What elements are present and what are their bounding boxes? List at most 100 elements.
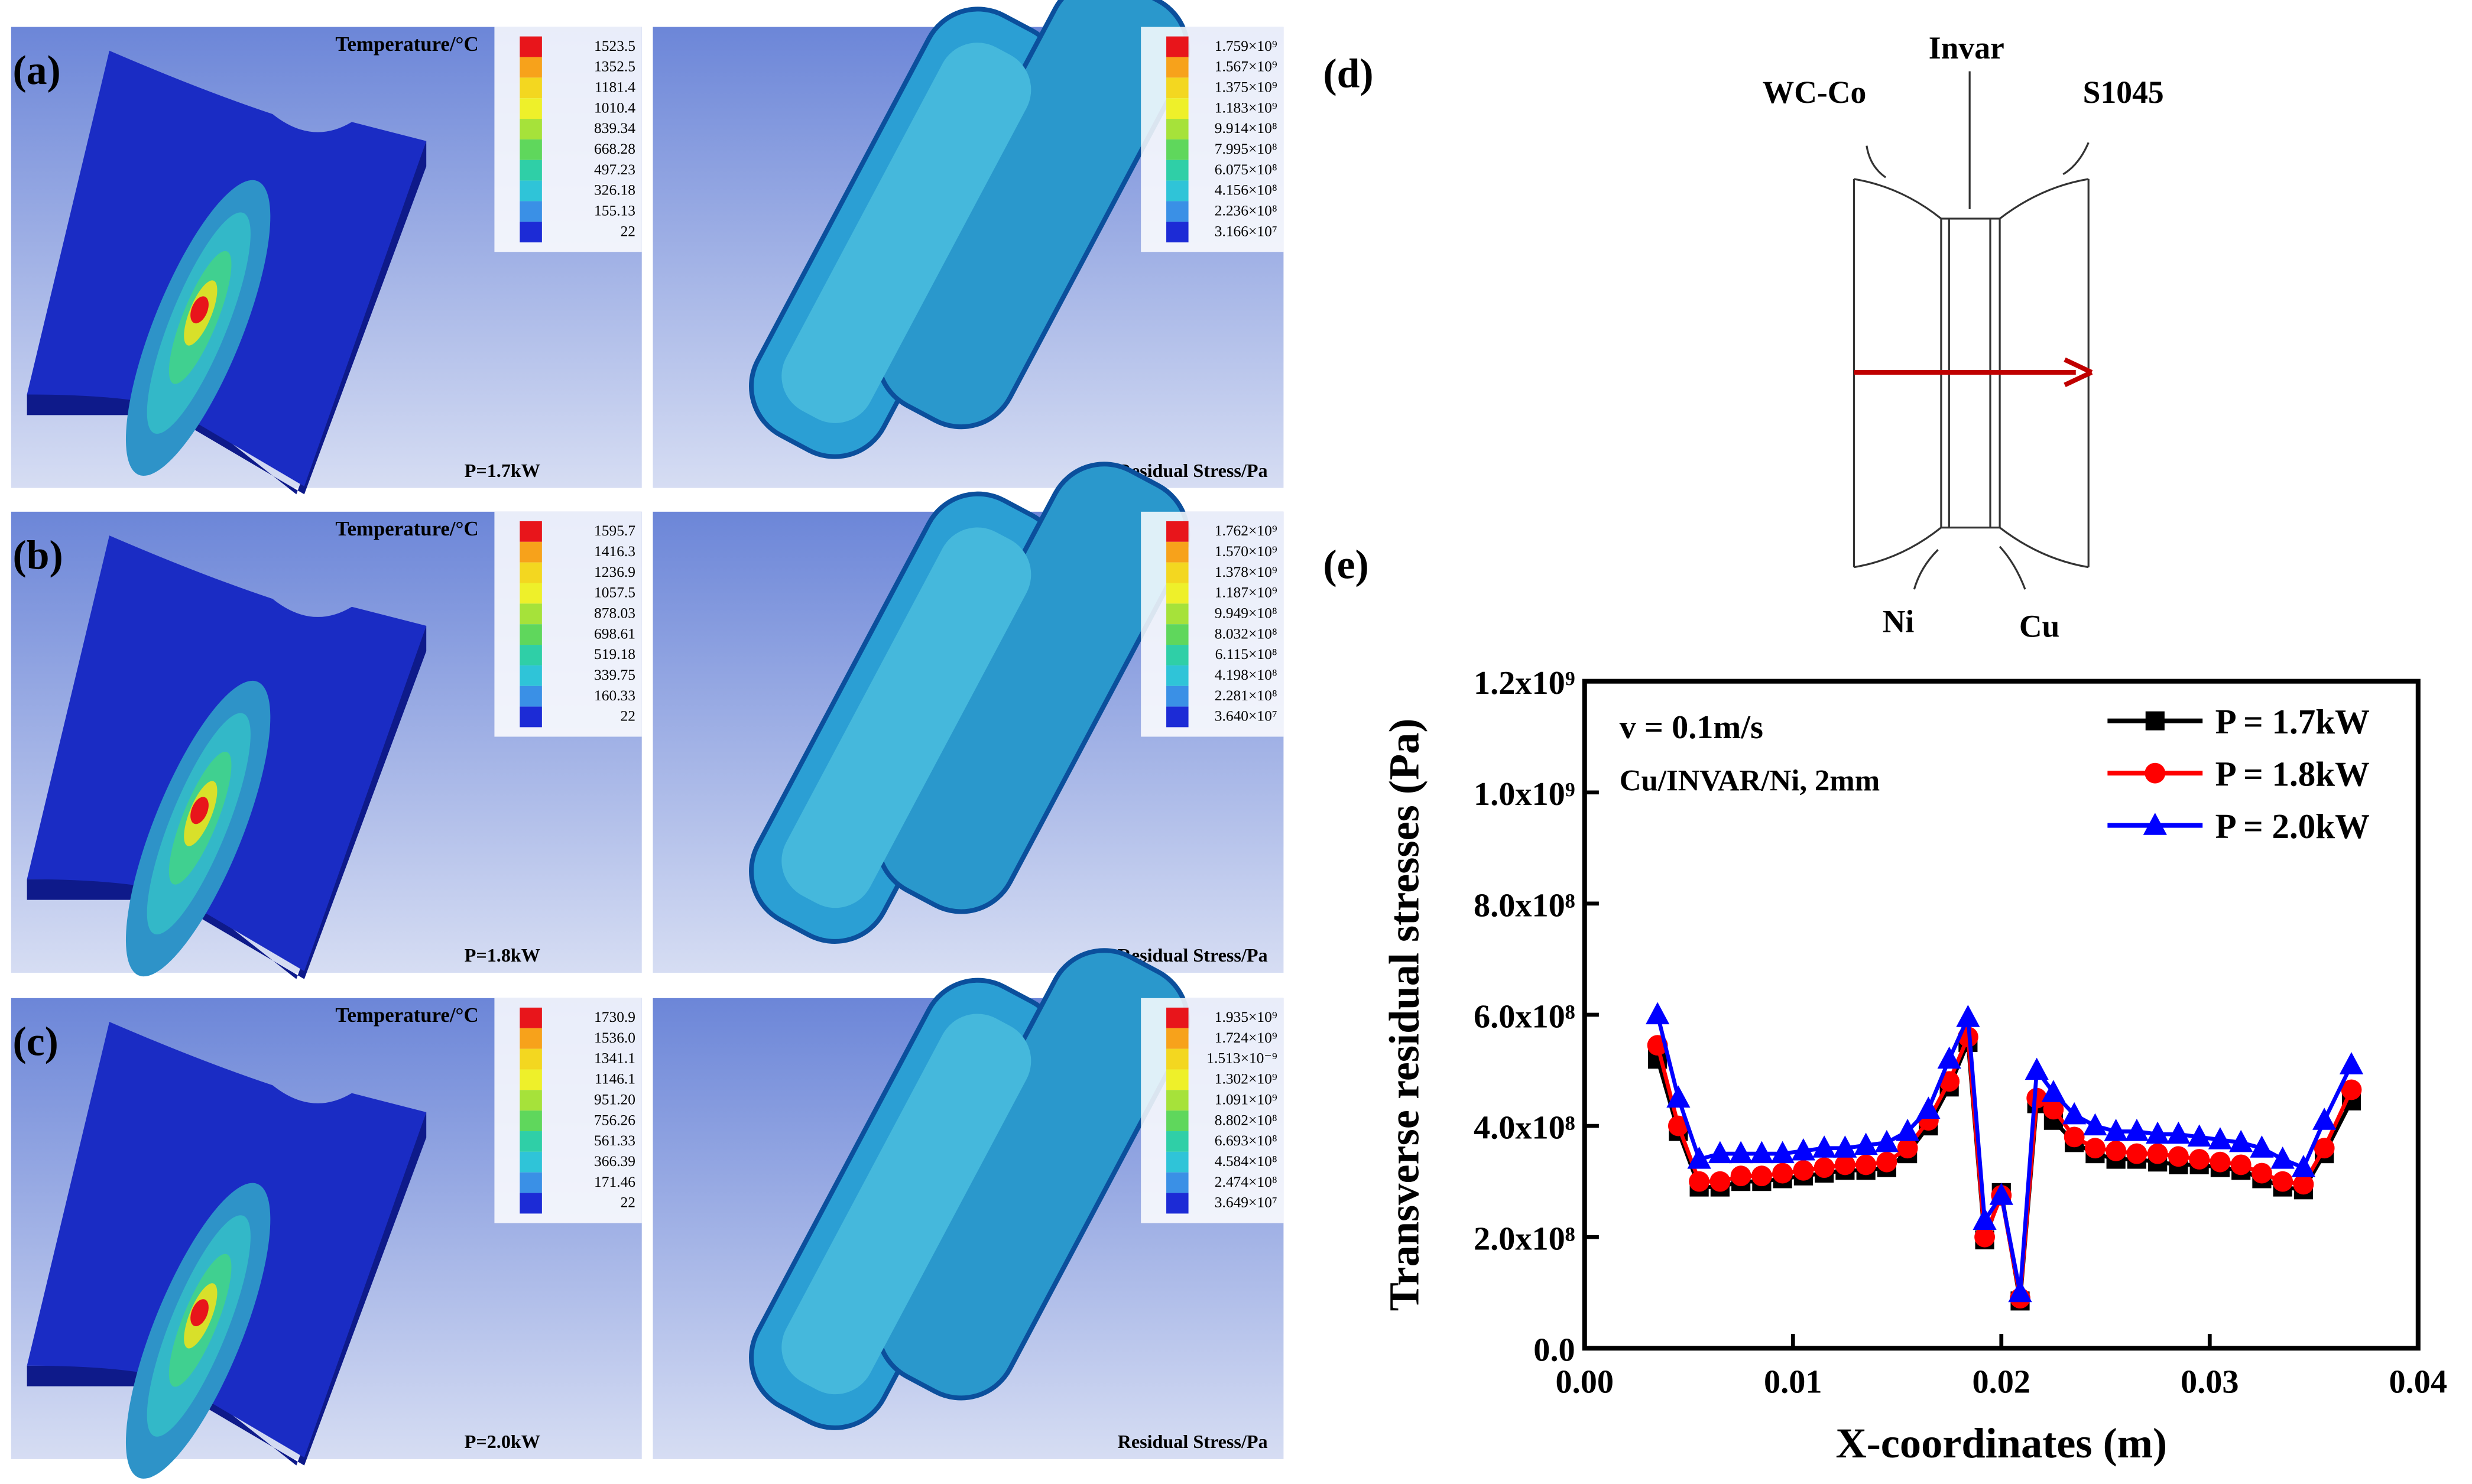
colorbar-swatch [520, 706, 542, 728]
marker [1956, 1005, 1980, 1027]
colorbar-level: 1595.7 [594, 522, 635, 539]
colorbar-swatch [1166, 1007, 1189, 1028]
marker [2189, 1149, 2210, 1170]
colorbar-swatch [520, 1151, 542, 1173]
contour-title: Residual Stress/Pa [1118, 1431, 1268, 1452]
colorbar-level: 519.18 [594, 645, 635, 663]
y-tick-label: 1.0x10⁹ [1474, 776, 1575, 813]
heat-zone [190, 296, 209, 324]
colorbar-box [1141, 998, 1284, 1223]
colorbar-level: 4.198×10⁸ [1215, 666, 1277, 683]
colorbar-level: 1010.4 [594, 99, 635, 116]
marker [1937, 1046, 1961, 1069]
marker [1729, 1141, 1753, 1164]
plate-edge [27, 625, 427, 979]
colorbar-swatch [1166, 603, 1189, 625]
colorbar-level: 3.649×10⁷ [1215, 1194, 1277, 1211]
colorbar-level: 22 [621, 222, 635, 239]
marker [2062, 1102, 2087, 1125]
colorbar-level: 1.378×10⁹ [1215, 563, 1277, 580]
colorbar-swatch [520, 645, 542, 665]
marker [1834, 1154, 1855, 1175]
colorbar-level: 6.115×10⁸ [1215, 645, 1277, 663]
marker [1730, 1165, 1751, 1187]
colorbar-level: 1.183×10⁹ [1215, 99, 1277, 116]
x-tick-label: 0.04 [2389, 1363, 2448, 1400]
marker [2251, 1162, 2272, 1184]
slab-inner [781, 43, 1031, 423]
marker [2126, 1143, 2147, 1164]
colorbar-level: 1.570×10⁹ [1215, 543, 1277, 560]
marker [2025, 1057, 2049, 1080]
colorbar-level: 1.091×10⁹ [1215, 1090, 1277, 1108]
marker [2146, 1121, 2170, 1144]
heat-zone [190, 797, 209, 824]
marker [1974, 1226, 1995, 1248]
colorbar-swatch [1166, 57, 1189, 78]
marker [2106, 1140, 2127, 1161]
colorbar-swatch [520, 1069, 542, 1090]
colorbar-swatch [1166, 1069, 1189, 1090]
colorbar-swatch [1166, 222, 1189, 243]
colorbar-box [494, 998, 642, 1223]
marker [1855, 1154, 1877, 1175]
colorbar-swatch [520, 139, 542, 160]
colorbar-level: 22 [621, 1194, 635, 1211]
colorbar-swatch [1166, 665, 1189, 686]
y-tick-label: 6.0x10⁸ [1474, 998, 1575, 1035]
material-label: Ni [1883, 604, 1915, 639]
colorbar-level: 839.34 [594, 119, 635, 137]
colorbar-swatch [520, 1131, 542, 1152]
legend-marker [2145, 711, 2165, 730]
colorbar-swatch [1166, 1193, 1189, 1214]
colorbar-swatch [1166, 706, 1189, 728]
colorbar-level: 4.584×10⁸ [1215, 1152, 1277, 1170]
colorbar-level: 9.949×10⁸ [1215, 604, 1277, 621]
marker [1772, 1162, 1793, 1184]
marker [2043, 1099, 2064, 1120]
colorbar-swatch [1166, 36, 1189, 57]
marker [2270, 1147, 2295, 1169]
colorbar-level: 155.13 [594, 202, 635, 219]
colorbar-level: 1.187×10⁹ [1215, 584, 1277, 601]
material-label: Invar [1929, 30, 2004, 66]
marker [1916, 1096, 1941, 1119]
marker [2291, 1155, 2316, 1177]
marker [2293, 1174, 2314, 1195]
colorbar-level: 3.166×10⁷ [1215, 222, 1277, 239]
marker [1812, 1135, 1837, 1158]
colorbar-swatch [520, 1048, 542, 1070]
colorbar-swatch [520, 562, 542, 583]
colorbar-level: 497.23 [594, 161, 635, 178]
marker [2272, 1171, 2293, 1192]
x-axis-label: X-coordinates (m) [1835, 1420, 2167, 1467]
colorbar-level: 1730.9 [594, 1008, 635, 1025]
colorbar-level: 1236.9 [594, 563, 635, 580]
colorbar-level: 8.802×10⁸ [1215, 1111, 1277, 1128]
colorbar-level: 1.935×10⁹ [1215, 1008, 1277, 1025]
colorbar-swatch [1166, 1090, 1189, 1111]
colorbar-box [494, 511, 642, 737]
colorbar-swatch [520, 98, 542, 119]
marker [2166, 1121, 2191, 1144]
colorbar-level: 1.302×10⁹ [1215, 1070, 1277, 1087]
power-label: P=1.7kW [465, 460, 540, 481]
panel-label: (d) [1323, 51, 1373, 96]
marker [1876, 1151, 1897, 1173]
colorbar-level: 2.236×10⁸ [1215, 202, 1277, 219]
colorbar-swatch [520, 624, 542, 645]
colorbar-level: 7.995×10⁸ [1215, 140, 1277, 157]
marker [2168, 1146, 2189, 1167]
marker [2208, 1127, 2233, 1149]
y-tick-label: 1.2x10⁹ [1474, 665, 1575, 702]
colorbar-level: 1.762×10⁹ [1215, 522, 1277, 539]
colorbar-level: 1181.4 [595, 78, 635, 95]
marker [1708, 1141, 1732, 1164]
colorbar-swatch [1166, 1048, 1189, 1070]
temperature-panel: P=2.0kW Temperature/°C 1730.9 1536.0 1341.1 1… [11, 998, 642, 1479]
marker [1897, 1138, 1918, 1159]
colorbar-level: 160.33 [594, 687, 635, 704]
marker [1751, 1165, 1772, 1187]
colorbar-level: 339.75 [594, 666, 635, 683]
temperature-panel: P=1.8kW Temperature/°C 1595.7 1416.3 1236.9 1… [11, 511, 642, 979]
